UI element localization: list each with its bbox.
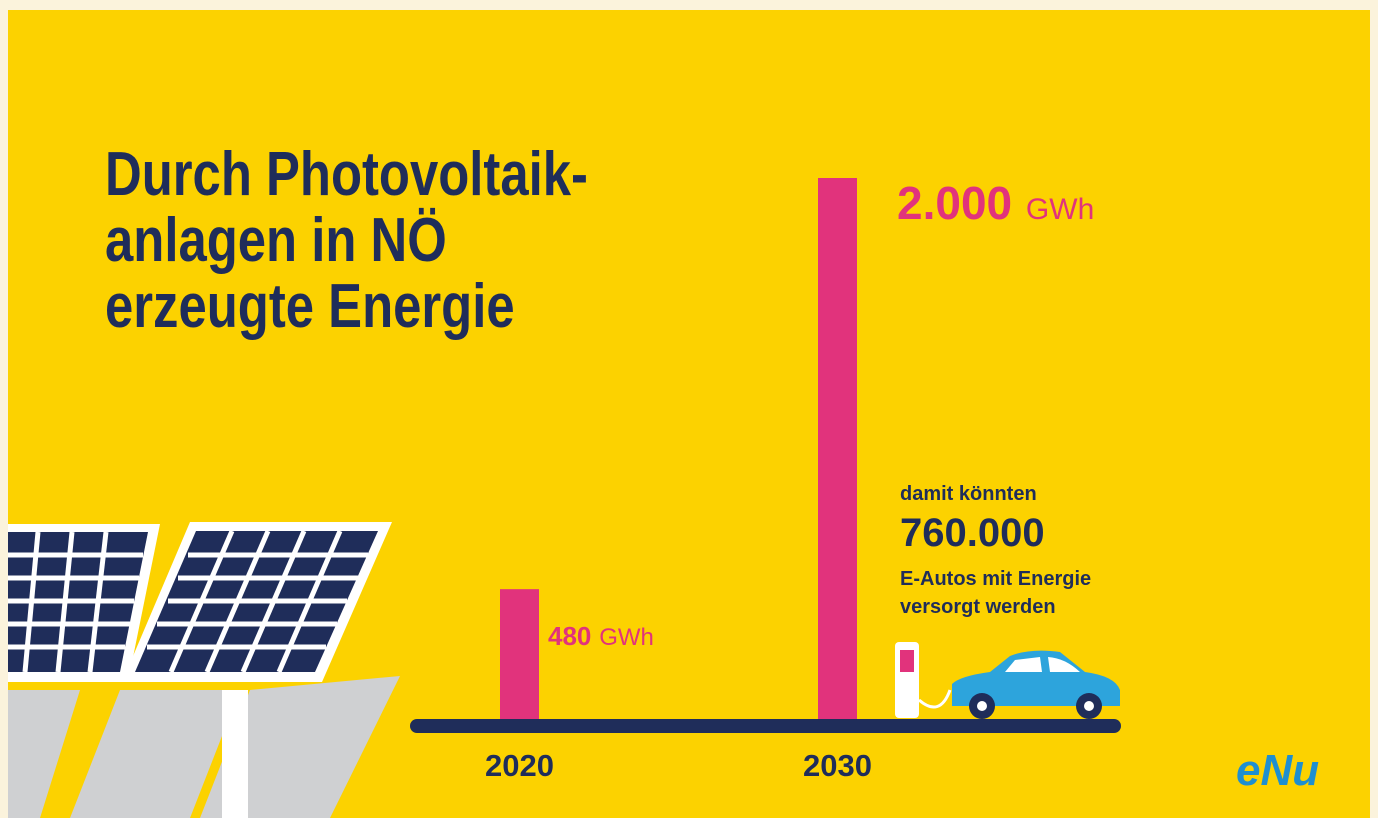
bar (818, 178, 857, 719)
annotation-line: 760.000 (900, 511, 1045, 555)
page: Durch Photovoltaik-anlagen in NÖerzeugte… (0, 0, 1378, 818)
value-label: 2.000 (897, 177, 1012, 229)
bar (500, 589, 539, 719)
value-unit: GWh (1026, 193, 1094, 226)
logo: eNu (1236, 746, 1319, 795)
title-line: erzeugte Energie (105, 272, 515, 341)
title-line: Durch Photovoltaik- (105, 140, 588, 209)
value-label: 480 (548, 621, 591, 651)
x-tick-label: 2030 (803, 748, 872, 783)
annotation-line: E-Autos mit Energie (900, 568, 1091, 590)
x-tick-label: 2020 (485, 748, 554, 783)
chart: Durch Photovoltaik-anlagen in NÖerzeugte… (0, 0, 1378, 818)
value-unit: GWh (599, 624, 654, 651)
annotation-line: damit könnten (900, 483, 1037, 505)
title-line: anlagen in NÖ (105, 206, 447, 275)
annotation-line: versorgt werden (900, 596, 1056, 618)
